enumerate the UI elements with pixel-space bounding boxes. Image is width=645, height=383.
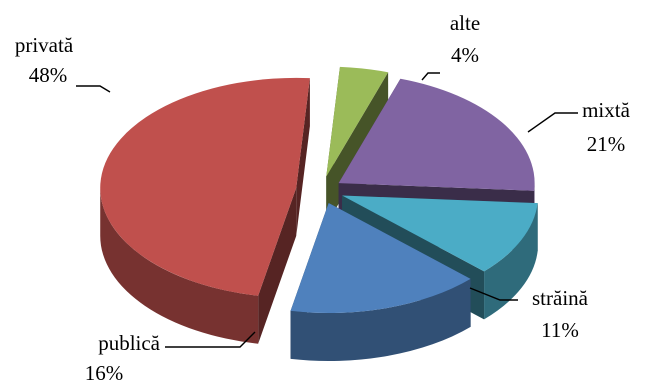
pie-slice-mixtă (338, 78, 535, 191)
slice-value-label: 21% (587, 132, 626, 156)
leader-line-3 (165, 331, 256, 348)
pie-slice-publică (290, 203, 471, 314)
slice-value-label: 16% (85, 361, 124, 383)
slice-value-label: 4% (451, 43, 479, 67)
slice-label: mixtă (582, 98, 631, 122)
slice-label: privată (15, 33, 74, 57)
slice-value-label: 11% (541, 318, 579, 342)
slice-labels: alte 4% mixtă 21% străină 11% publică 16% privat… (15, 11, 631, 383)
pie-slice-străină (342, 195, 538, 272)
slice-side-4 (100, 78, 310, 344)
slice-edge-3-0 (290, 278, 471, 362)
pie-slice-privată (100, 77, 310, 296)
slice-value-label: 48% (29, 63, 68, 87)
leader-line-1 (527, 112, 578, 133)
slice-tops (100, 66, 538, 314)
slice-wall-4-1 (296, 78, 310, 236)
slice-label: alte (450, 11, 480, 35)
slice-label: publică (98, 331, 160, 355)
pie-slice-alte (326, 66, 389, 177)
leader-line-0 (421, 72, 440, 81)
slice-edge-4-0 (100, 187, 259, 344)
leader-line-2 (469, 287, 518, 301)
slice-wall-4-0 (258, 187, 297, 344)
slice-edge-2-0 (484, 203, 538, 320)
slice-label: străină (532, 286, 589, 310)
leader-line-4 (76, 85, 111, 93)
